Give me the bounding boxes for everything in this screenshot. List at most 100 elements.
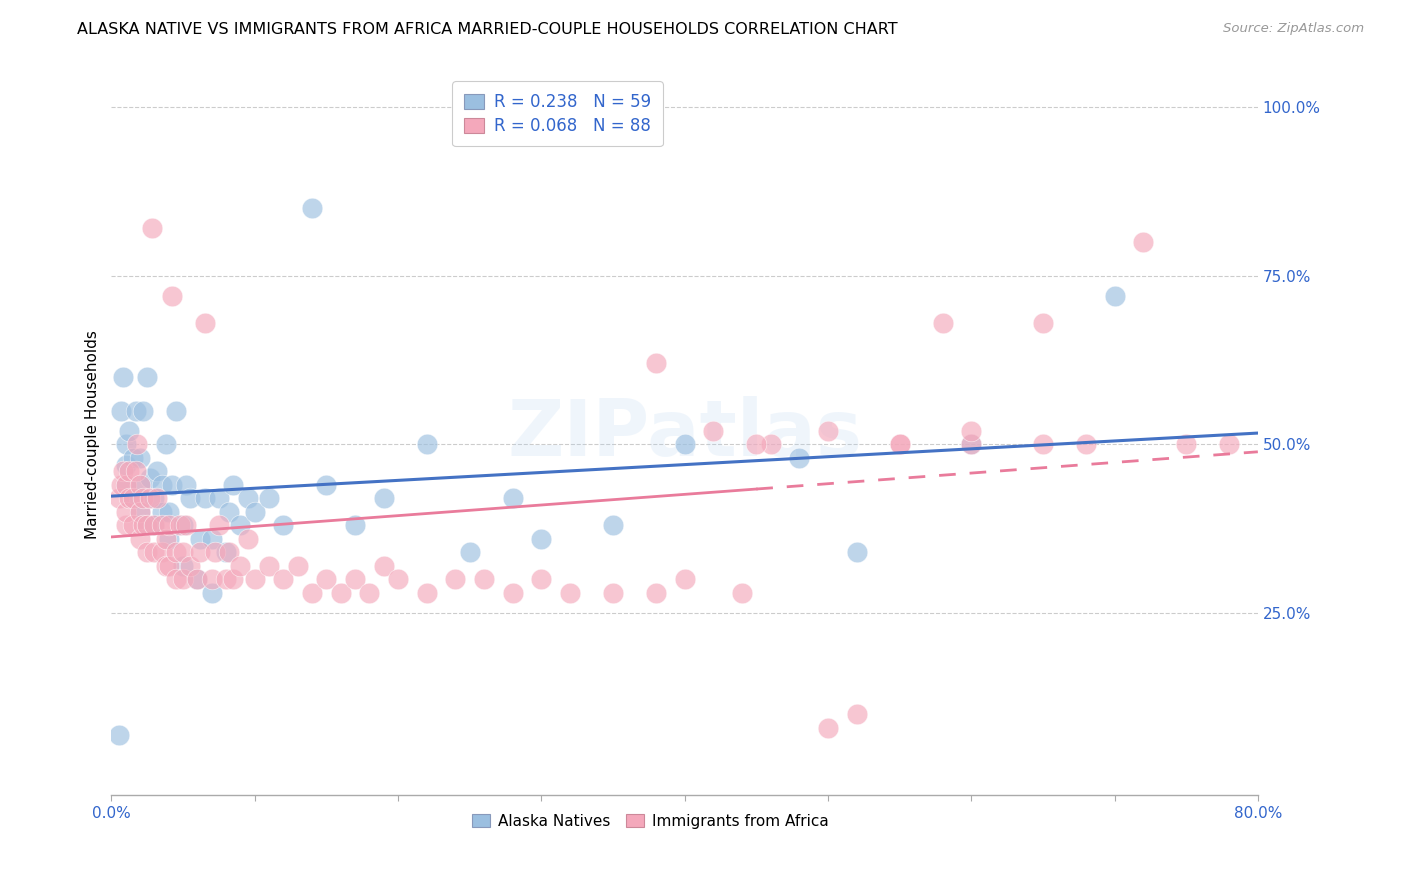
Point [257, 491, 280, 506]
Point [273, 518, 295, 533]
Point [127, 437, 149, 451]
Point [129, 505, 152, 519]
Point [165, 545, 187, 559]
Point [150, 545, 173, 559]
Point [257, 558, 280, 573]
Point [301, 201, 323, 215]
Point [136, 369, 159, 384]
Point [329, 586, 352, 600]
Point [373, 491, 395, 506]
Point [114, 518, 136, 533]
Point [502, 491, 524, 506]
Point [188, 545, 211, 559]
Point [157, 532, 180, 546]
Point [174, 478, 197, 492]
Point [129, 478, 152, 492]
Point [136, 518, 159, 533]
Point [122, 450, 145, 465]
Point [136, 518, 159, 533]
Point [193, 316, 215, 330]
Point [114, 478, 136, 492]
Point [146, 464, 169, 478]
Point [114, 458, 136, 472]
Point [129, 532, 152, 546]
Point [122, 518, 145, 533]
Point [444, 572, 467, 586]
Point [193, 491, 215, 506]
Point [458, 545, 481, 559]
Point [150, 505, 173, 519]
Point [111, 464, 134, 478]
Point [150, 518, 173, 533]
Point [645, 586, 668, 600]
Point [558, 586, 581, 600]
Point [143, 518, 166, 533]
Point [1074, 437, 1097, 451]
Point [373, 558, 395, 573]
Point [172, 545, 194, 559]
Point [889, 437, 911, 451]
Point [172, 558, 194, 573]
Point [218, 545, 240, 559]
Point [415, 586, 437, 600]
Legend: Alaska Natives, Immigrants from Africa: Alaska Natives, Immigrants from Africa [465, 807, 835, 835]
Point [141, 221, 163, 235]
Point [745, 437, 768, 451]
Point [817, 424, 839, 438]
Point [111, 369, 134, 384]
Point [117, 424, 139, 438]
Point [208, 491, 231, 506]
Point [315, 478, 337, 492]
Point [229, 518, 252, 533]
Point [186, 572, 208, 586]
Point [160, 289, 183, 303]
Point [146, 491, 169, 506]
Point [172, 572, 194, 586]
Point [129, 478, 152, 492]
Point [165, 403, 187, 417]
Point [129, 450, 152, 465]
Point [301, 586, 323, 600]
Point [502, 586, 524, 600]
Text: Source: ZipAtlas.com: Source: ZipAtlas.com [1223, 22, 1364, 36]
Point [139, 471, 162, 485]
Point [673, 572, 696, 586]
Point [222, 478, 245, 492]
Point [222, 572, 245, 586]
Point [1175, 437, 1198, 451]
Point [960, 424, 983, 438]
Point [602, 586, 624, 600]
Point [731, 586, 754, 600]
Point [344, 518, 367, 533]
Point [186, 572, 208, 586]
Point [215, 572, 238, 586]
Point [845, 707, 868, 722]
Point [1032, 316, 1054, 330]
Point [110, 478, 132, 492]
Point [114, 437, 136, 451]
Point [229, 558, 252, 573]
Point [157, 505, 180, 519]
Text: ALASKA NATIVE VS IMMIGRANTS FROM AFRICA MARRIED-COUPLE HOUSEHOLDS CORRELATION CH: ALASKA NATIVE VS IMMIGRANTS FROM AFRICA … [77, 22, 898, 37]
Point [117, 464, 139, 478]
Point [273, 572, 295, 586]
Point [1132, 235, 1154, 249]
Point [143, 491, 166, 506]
Point [530, 572, 553, 586]
Point [132, 518, 155, 533]
Point [201, 586, 224, 600]
Point [117, 491, 139, 506]
Point [931, 316, 953, 330]
Point [114, 478, 136, 492]
Point [204, 545, 226, 559]
Point [107, 728, 129, 742]
Point [201, 572, 224, 586]
Point [387, 572, 409, 586]
Point [787, 450, 810, 465]
Point [218, 505, 240, 519]
Point [107, 491, 129, 506]
Point [236, 491, 259, 506]
Point [179, 491, 201, 506]
Point [1104, 289, 1126, 303]
Text: ZIPatlas: ZIPatlas [508, 396, 862, 472]
